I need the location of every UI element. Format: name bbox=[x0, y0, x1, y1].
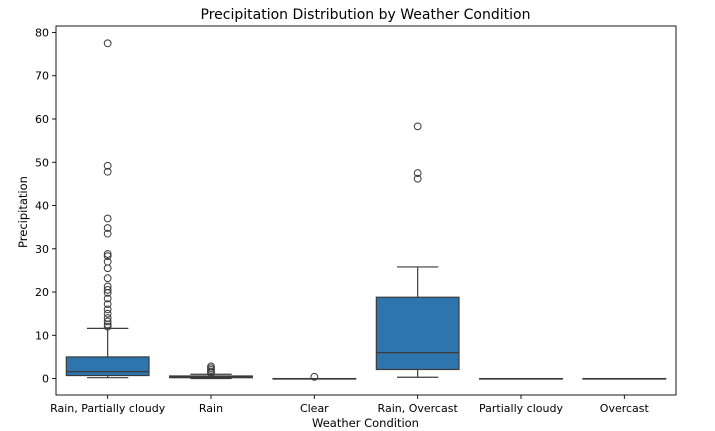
outlier-point bbox=[103, 300, 112, 309]
outlier-point bbox=[103, 285, 112, 294]
plot-area: 0 10 20 30 40 50 60 70 80 Rain, Partially cloudy R… bbox=[35, 25, 677, 415]
outlier-point bbox=[103, 252, 112, 261]
x-axis-label: Weather Condition bbox=[312, 416, 419, 430]
box bbox=[65, 356, 150, 377]
outlier-point bbox=[103, 264, 112, 273]
x-tick-label: Partially cloudy bbox=[479, 402, 563, 415]
y-tick-label: 50 bbox=[35, 156, 49, 169]
x-tick-label: Clear bbox=[300, 402, 329, 415]
box bbox=[375, 296, 460, 371]
outlier-point bbox=[310, 372, 319, 381]
outlier-point bbox=[207, 362, 215, 371]
plot-frame bbox=[55, 25, 677, 396]
outlier-point bbox=[103, 167, 112, 176]
y-tick-label: 0 bbox=[42, 373, 49, 386]
outlier-point bbox=[103, 317, 112, 326]
y-tick-label: 30 bbox=[35, 243, 49, 256]
outlier-point bbox=[413, 169, 422, 177]
outlier-point bbox=[103, 294, 112, 303]
y-tick-label: 60 bbox=[35, 113, 49, 126]
y-tick-label: 70 bbox=[35, 70, 49, 83]
outlier-point bbox=[103, 214, 112, 223]
y-tick-label: 40 bbox=[35, 200, 49, 213]
y-tick-label: 10 bbox=[35, 329, 49, 342]
outlier-point bbox=[103, 161, 112, 170]
outlier-point bbox=[103, 322, 112, 331]
chart-title: Precipitation Distribution by Weather Co… bbox=[201, 7, 531, 23]
outlier-point bbox=[103, 314, 112, 322]
outlier-point bbox=[103, 229, 112, 238]
outlier-point bbox=[103, 250, 112, 258]
outlier-point bbox=[103, 305, 112, 314]
outlier-point bbox=[103, 224, 112, 232]
y-tick-label: 20 bbox=[35, 286, 49, 299]
x-tick-label: Rain bbox=[199, 402, 223, 415]
outlier-point bbox=[103, 309, 112, 318]
x-tick-label: Rain, Partially cloudy bbox=[50, 402, 166, 415]
x-tick-label: Overcast bbox=[600, 402, 650, 415]
outlier-point bbox=[103, 274, 112, 283]
outlier-point bbox=[103, 257, 112, 266]
outlier-point bbox=[103, 282, 112, 291]
outlier-point bbox=[413, 174, 422, 183]
outlier-point bbox=[103, 39, 112, 48]
outlier-point bbox=[413, 122, 422, 131]
x-tick-label: Rain, Overcast bbox=[378, 402, 459, 415]
y-tick-label: 80 bbox=[35, 26, 49, 39]
y-axis-label: Precipitation bbox=[16, 176, 30, 248]
